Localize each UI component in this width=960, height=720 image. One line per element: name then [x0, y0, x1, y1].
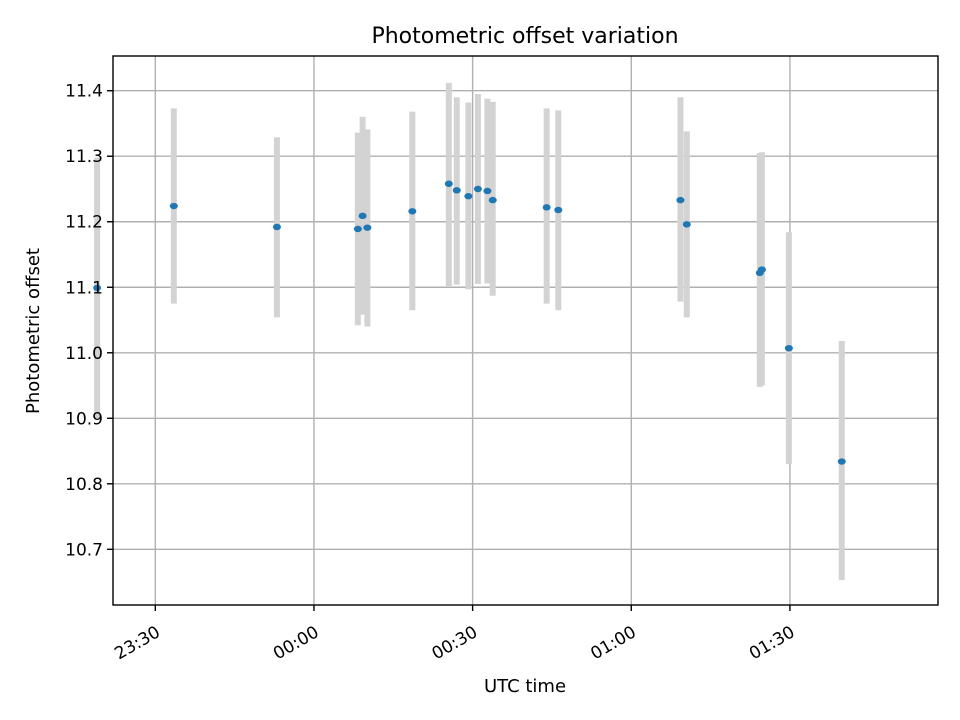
data-point — [464, 192, 473, 200]
data-point — [757, 266, 766, 273]
y-axis-label: Photometric offset — [23, 248, 44, 414]
grid-lines — [113, 56, 938, 605]
y-tick-label: 10.8 — [65, 475, 103, 495]
plot-frame — [112, 55, 939, 606]
data-point — [353, 225, 362, 233]
data-point — [682, 221, 691, 228]
x-tick-label: 00:00 — [270, 622, 322, 664]
data-point — [542, 204, 551, 211]
data-point — [452, 187, 461, 194]
error-bars — [94, 82, 845, 581]
data-point — [444, 180, 453, 187]
data-point — [93, 284, 102, 292]
data-point — [272, 223, 281, 231]
x-axis-label: UTC time — [484, 676, 566, 697]
x-tick-label: 23:30 — [111, 622, 163, 664]
x-tick-label: 01:00 — [587, 622, 639, 664]
y-tick-label: 10.7 — [65, 540, 103, 560]
data-point — [784, 344, 793, 352]
data-point — [837, 458, 846, 465]
data-point — [676, 196, 685, 204]
y-tick-label: 11.1 — [65, 278, 103, 298]
y-tick-label: 11.3 — [65, 147, 103, 167]
chart-title: Photometric offset variation — [371, 24, 678, 49]
y-tick-label: 11.0 — [65, 344, 103, 364]
x-tick-label: 00:30 — [429, 622, 481, 664]
data-point — [358, 212, 367, 220]
data-point — [483, 187, 492, 195]
y-tick-label: 11.2 — [65, 213, 103, 233]
y-tick-label: 11.4 — [65, 82, 103, 102]
data-point — [169, 202, 178, 210]
data-point — [363, 224, 372, 231]
data-point — [488, 196, 497, 204]
y-tick-label: 10.9 — [65, 409, 103, 429]
data-points — [93, 180, 846, 465]
data-point — [473, 185, 482, 193]
x-tick-label: 01:30 — [746, 622, 798, 664]
data-point — [554, 206, 563, 214]
data-point — [408, 208, 417, 215]
